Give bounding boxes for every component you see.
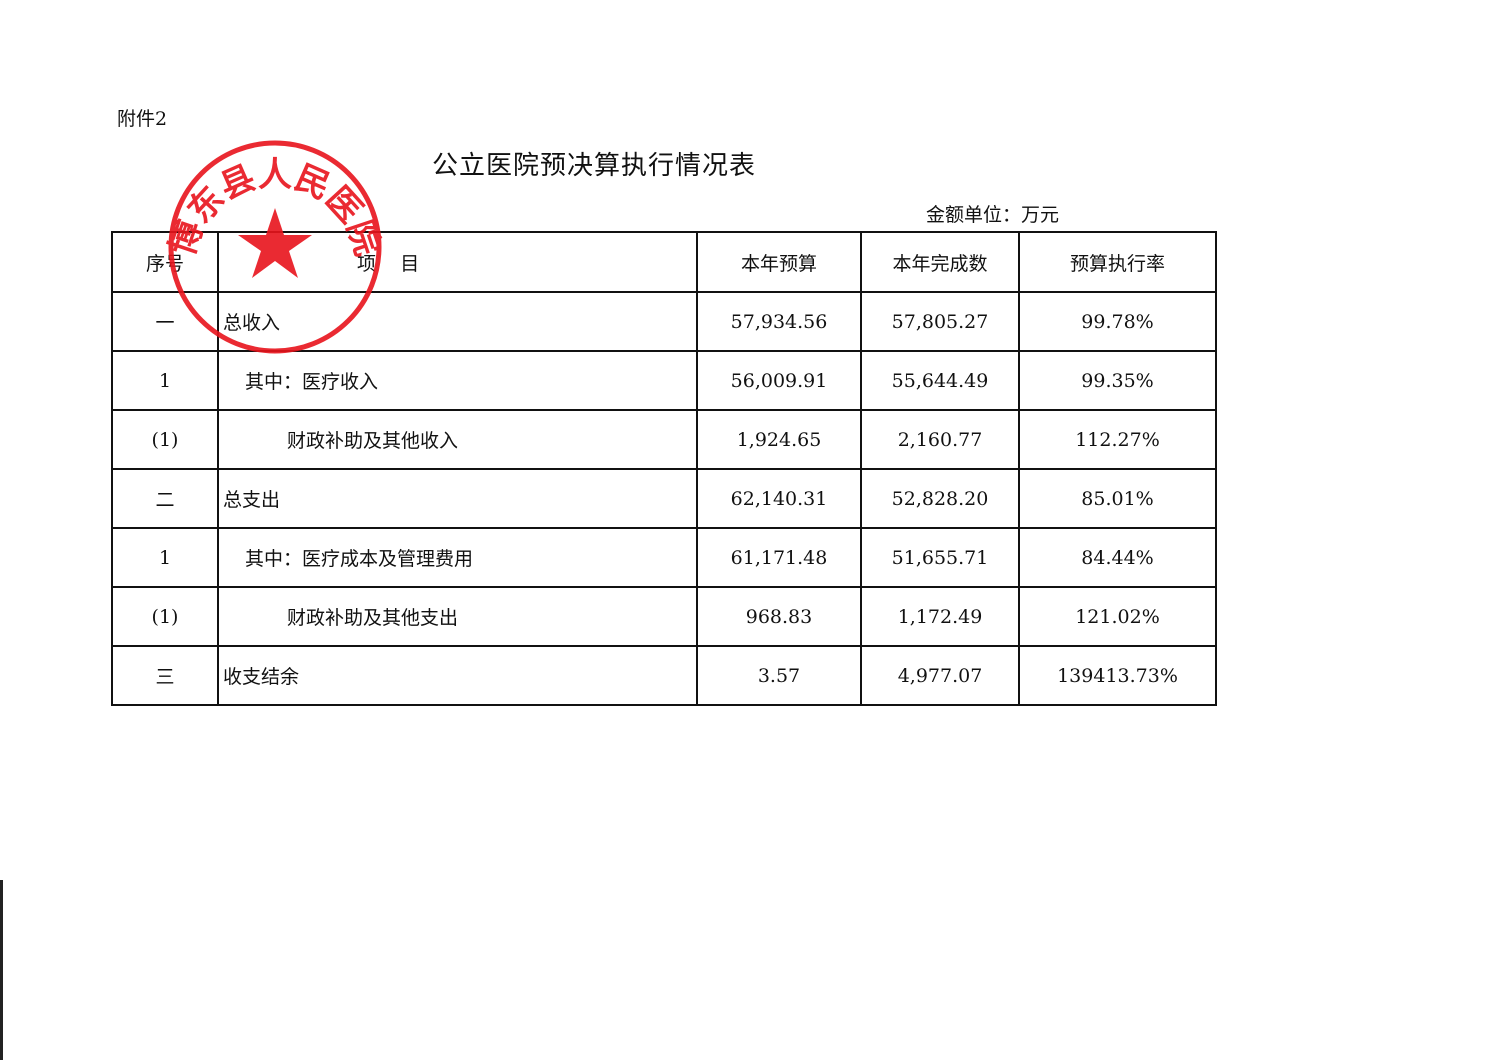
cell-item: 总收入 (217, 291, 698, 352)
cell-rate: 99.35% (1018, 350, 1217, 411)
header-item: 项 目 (217, 231, 698, 293)
table-row: 二总支出 62,140.31 52,828.20 85.01% (111, 468, 1217, 529)
cell-no: 一 (111, 291, 219, 352)
cell-no: (1) (111, 586, 219, 647)
cell-budget: 61,171.48 (696, 527, 862, 588)
cell-item: 财政补助及其他支出 (217, 586, 698, 647)
header-rate: 预算执行率 (1018, 231, 1217, 293)
cell-actual: 55,644.49 (860, 350, 1020, 411)
cell-item: 收支结余 (217, 645, 698, 706)
table-row: 三收支结余 3.57 4,977.07 139413.73% (111, 645, 1217, 706)
table-row: (1) 财政补助及其他收入 1,924.65 2,160.77 112.27% (111, 409, 1217, 470)
scan-edge (0, 880, 3, 1060)
budget-execution-table: 序号 项 目 本年预算 本年完成数 预算执行率 一总收入 57,934.56 57,… (111, 231, 1217, 706)
header-item-b: 目 (400, 252, 420, 275)
cell-item: 其中：医疗成本及管理费用 (217, 527, 698, 588)
table-row: 1 其中：医疗收入 56,009.91 55,644.49 99.35% (111, 350, 1217, 411)
cell-budget: 57,934.56 (696, 291, 862, 352)
document-title: 公立医院预决算执行情况表 (432, 151, 757, 181)
cell-rate: 85.01% (1018, 468, 1217, 529)
cell-actual: 57,805.27 (860, 291, 1020, 352)
cell-actual: 52,828.20 (860, 468, 1020, 529)
cell-rate: 139413.73% (1018, 645, 1217, 706)
cell-item: 财政补助及其他收入 (217, 409, 698, 470)
cell-item: 其中：医疗收入 (217, 350, 698, 411)
table-row: (1) 财政补助及其他支出 968.83 1,172.49 121.02% (111, 586, 1217, 647)
cell-budget: 3.57 (696, 645, 862, 706)
table-row: 一总收入 57,934.56 57,805.27 99.78% (111, 291, 1217, 352)
cell-rate: 84.44% (1018, 527, 1217, 588)
cell-budget: 968.83 (696, 586, 862, 647)
cell-rate: 99.78% (1018, 291, 1217, 352)
cell-no: (1) (111, 409, 219, 470)
table-row: 1 其中：医疗成本及管理费用 61,171.48 51,655.71 84.44% (111, 527, 1217, 588)
cell-budget: 1,924.65 (696, 409, 862, 470)
unit-label: 金额单位：万元 (926, 204, 1060, 226)
cell-rate: 121.02% (1018, 586, 1217, 647)
cell-budget: 56,009.91 (696, 350, 862, 411)
header-actual: 本年完成数 (860, 231, 1020, 293)
cell-no: 二 (111, 468, 219, 529)
cell-no: 1 (111, 527, 219, 588)
header-no: 序号 (111, 231, 219, 293)
cell-item: 总支出 (217, 468, 698, 529)
header-budget: 本年预算 (696, 231, 862, 293)
cell-actual: 1,172.49 (860, 586, 1020, 647)
cell-budget: 62,140.31 (696, 468, 862, 529)
cell-actual: 4,977.07 (860, 645, 1020, 706)
cell-rate: 112.27% (1018, 409, 1217, 470)
attachment-label: 附件2 (117, 108, 168, 130)
cell-no: 三 (111, 645, 219, 706)
cell-no: 1 (111, 350, 219, 411)
cell-actual: 51,655.71 (860, 527, 1020, 588)
header-item-a: 项 (357, 252, 377, 275)
table-header-row: 序号 项 目 本年预算 本年完成数 预算执行率 (111, 231, 1217, 293)
cell-actual: 2,160.77 (860, 409, 1020, 470)
